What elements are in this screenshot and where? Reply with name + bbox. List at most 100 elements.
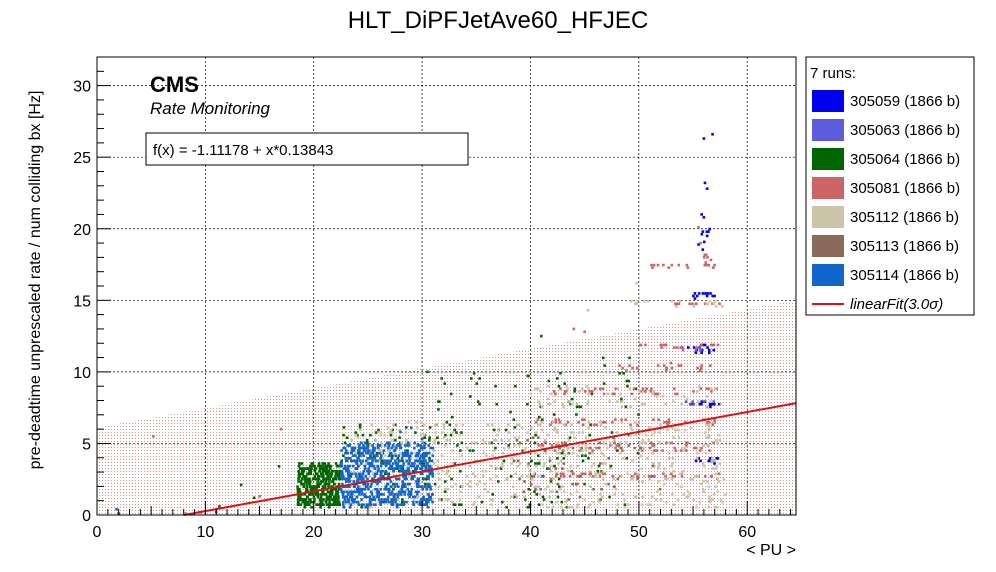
data-point	[408, 459, 412, 463]
data-point	[475, 482, 479, 486]
x-tick-label: 50	[630, 524, 648, 541]
data-point	[618, 372, 622, 375]
data-point	[364, 485, 368, 488]
data-point	[349, 451, 353, 455]
data-point	[635, 281, 638, 285]
data-point	[438, 477, 441, 481]
data-point	[319, 495, 323, 499]
data-point	[394, 467, 398, 470]
data-point	[502, 459, 506, 463]
data-point	[310, 500, 314, 504]
data-point	[352, 454, 355, 458]
data-point	[344, 451, 347, 455]
data-point	[400, 503, 404, 506]
data-point	[563, 423, 566, 427]
data-point	[492, 449, 496, 452]
data-point	[490, 441, 493, 445]
data-point	[420, 446, 424, 450]
data-point	[344, 485, 348, 488]
data-point	[625, 457, 629, 460]
data-point	[561, 449, 565, 452]
data-point	[708, 500, 712, 504]
data-point	[694, 302, 698, 306]
data-point	[296, 503, 300, 506]
data-point	[344, 500, 348, 504]
data-point	[704, 451, 708, 455]
data-point	[637, 413, 640, 416]
data-point	[659, 498, 663, 501]
data-point	[554, 475, 558, 478]
data-point	[345, 459, 349, 463]
data-point	[645, 457, 649, 460]
data-point	[594, 475, 598, 478]
data-point	[688, 302, 691, 306]
data-point	[563, 390, 567, 393]
data-point	[566, 420, 570, 424]
data-point	[649, 503, 653, 506]
data-point	[350, 472, 354, 476]
data-point	[429, 495, 432, 499]
data-point	[351, 459, 355, 463]
data-point	[538, 423, 542, 427]
data-point	[702, 256, 706, 259]
data-point	[659, 423, 662, 427]
data-point	[619, 451, 622, 455]
data-point	[367, 487, 370, 491]
data-point	[442, 423, 445, 427]
data-point	[598, 500, 601, 504]
data-point	[298, 495, 302, 499]
data-point	[499, 467, 503, 470]
data-point	[560, 505, 563, 509]
data-point	[706, 480, 709, 483]
data-point	[316, 485, 320, 488]
data-point	[507, 444, 511, 447]
data-point	[341, 477, 345, 481]
data-point	[495, 467, 499, 470]
data-point	[302, 469, 306, 473]
data-point	[713, 462, 716, 465]
data-point	[626, 503, 630, 506]
data-point	[670, 299, 674, 303]
data-point	[308, 503, 311, 506]
data-point	[500, 464, 503, 468]
data-point	[652, 418, 655, 421]
data-point	[416, 490, 419, 494]
data-point	[368, 500, 372, 504]
data-point	[691, 477, 695, 481]
data-point	[427, 495, 431, 499]
data-point	[546, 505, 549, 509]
data-point	[601, 387, 605, 391]
data-point	[339, 487, 343, 491]
data-point	[565, 384, 568, 388]
data-point	[409, 493, 412, 496]
data-point	[536, 387, 540, 391]
data-point	[336, 472, 340, 476]
data-point	[559, 372, 562, 375]
data-point	[360, 490, 363, 494]
data-point	[514, 384, 517, 388]
data-point	[474, 441, 478, 445]
data-point	[629, 433, 632, 437]
data-point	[537, 400, 541, 403]
data-point	[407, 493, 410, 496]
data-point	[330, 469, 334, 473]
data-point	[400, 441, 403, 445]
data-point	[346, 464, 350, 468]
data-point	[368, 457, 372, 460]
data-point	[507, 438, 511, 442]
data-point	[386, 495, 390, 499]
data-point	[361, 472, 365, 476]
data-point	[636, 475, 640, 478]
data-point	[458, 469, 462, 473]
data-point	[568, 436, 572, 440]
data-point	[677, 428, 680, 432]
data-point	[392, 482, 395, 486]
data-point	[576, 475, 579, 478]
data-point	[418, 467, 422, 470]
data-point	[502, 446, 506, 450]
data-point	[370, 482, 373, 486]
data-point	[313, 475, 317, 478]
data-point	[598, 446, 601, 450]
data-point	[394, 423, 397, 427]
data-point	[384, 464, 388, 468]
